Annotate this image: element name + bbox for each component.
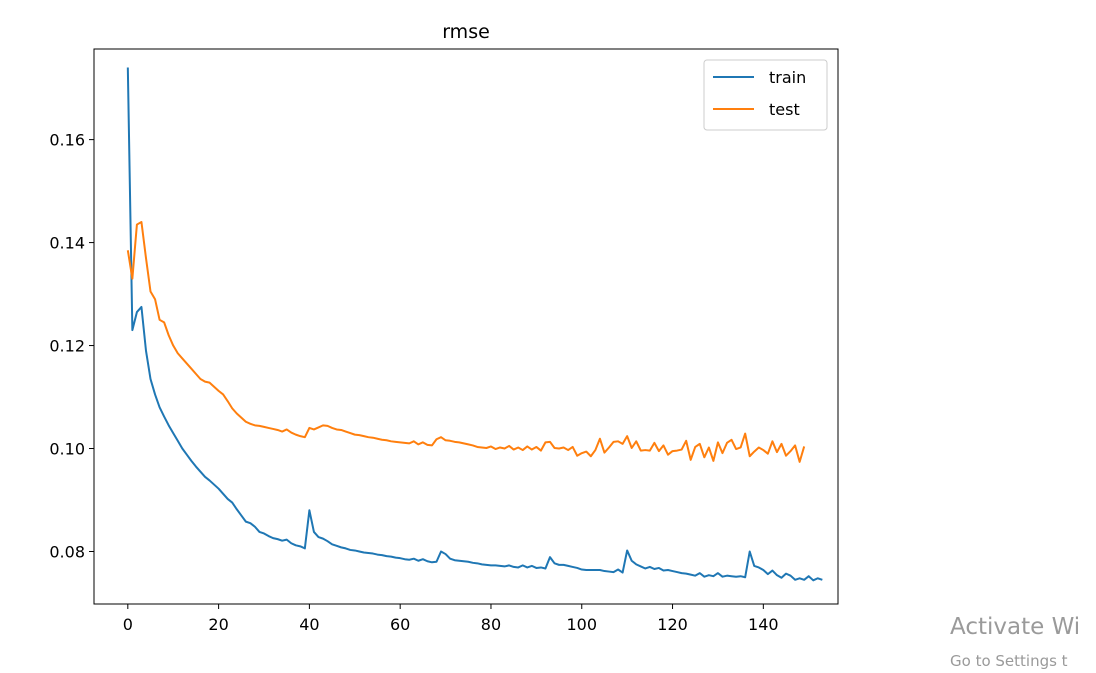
x-tick-label: 120 (657, 615, 688, 634)
x-tick-label: 0 (123, 615, 133, 634)
y-tick-label: 0.12 (49, 337, 85, 356)
legend-box (703, 59, 828, 131)
series-line-test (126, 220, 806, 463)
y-tick-label: 0.08 (49, 542, 85, 561)
x-axis: 0 20 40 60 80 100 120 140 (123, 604, 779, 634)
y-tick-label: 0.10 (49, 440, 85, 459)
y-tick-label: 0.14 (49, 234, 85, 253)
legend: train test (703, 59, 828, 131)
y-tick-label: 0.16 (49, 131, 85, 150)
x-tick-label: 40 (299, 615, 319, 634)
y-axis: 0.08 0.10 0.12 0.14 0.16 (49, 131, 94, 561)
x-tick-label: 140 (748, 615, 779, 634)
series-line-train (126, 67, 823, 582)
x-tick-label: 80 (481, 615, 501, 634)
legend-label-test: test (769, 100, 800, 119)
series-layer (126, 67, 823, 582)
x-tick-label: 20 (208, 615, 228, 634)
x-tick-label: 100 (566, 615, 597, 634)
chart-title: rmse (442, 21, 490, 43)
activate-windows-subtitle: Go to Settings t (950, 652, 1068, 670)
plot-frame (93, 48, 839, 605)
x-tick-label: 60 (390, 615, 410, 634)
legend-label-train: train (769, 68, 806, 87)
activate-windows-title: Activate Wi (950, 614, 1081, 640)
